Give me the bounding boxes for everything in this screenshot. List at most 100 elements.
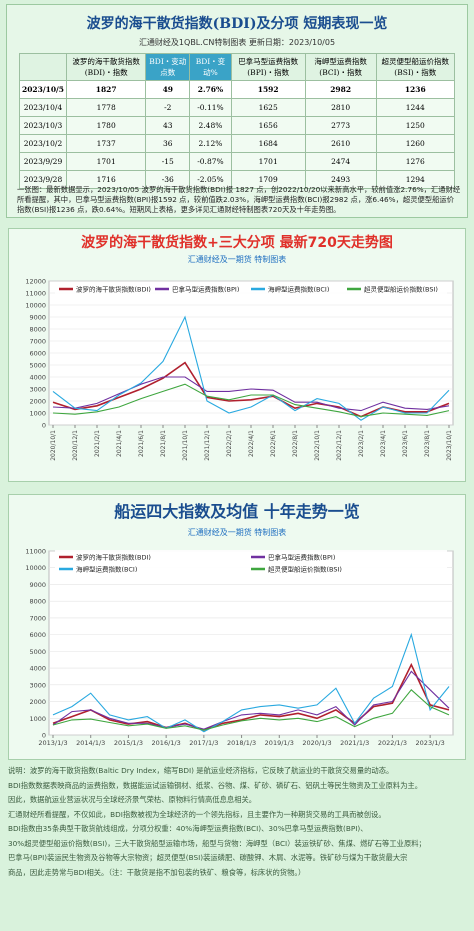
y-tick-label: 0: [42, 732, 46, 740]
series-line: [52, 670, 450, 730]
x-tick-label: 2021/2/1: [94, 430, 101, 457]
y-tick-label: 3000: [29, 386, 46, 394]
x-tick-label: 2018/1/3: [227, 739, 256, 747]
table-cell: 2474: [304, 152, 377, 171]
table-cell: 2.48%: [189, 116, 232, 135]
series-line: [52, 315, 450, 421]
x-tick-label: 2015/1/3: [114, 739, 143, 747]
table: 波罗的海干散货指数(BDI)・指数 BDI・变动点数 BDI・变动% 巴拿马型运费指数…: [18, 53, 456, 189]
y-tick-label: 3000: [29, 681, 46, 689]
y-tick-label: 7000: [29, 338, 46, 346]
table-cell: 2023/10/5: [18, 80, 68, 99]
x-tick-label: 2022/8/1: [292, 430, 299, 457]
x-tick-label: 2023/6/1: [402, 430, 409, 457]
table-cell: 1244: [375, 98, 456, 117]
table-cell: 1236: [375, 80, 456, 99]
table-cell: 1827: [66, 80, 147, 99]
table-row: 2023/9/28 1716 -36 -2.05% 1709 2493 1294: [18, 170, 456, 189]
table-cell: 2023/9/28: [18, 170, 68, 189]
x-tick-label: 2017/1/3: [189, 739, 218, 747]
table-row: 2023/10/5 1827 49 2.76% 1592 2982 1236: [18, 80, 456, 99]
x-tick-label: 2019/1/3: [265, 739, 294, 747]
note-line: 因此，数据航运业营运状况与全球经济景气荣枯、原物料行情高低息息相关。: [8, 795, 257, 804]
summary-panel: 波罗的海干散货指数(BDI)及分项 短期表现一览 汇通财经及1QBL.CN特制图…: [6, 4, 468, 218]
y-tick-label: 10000: [25, 302, 46, 310]
x-tick-label: 2022/6/1: [270, 430, 277, 457]
legend-label: 海岬型运费指数(BCI): [268, 285, 329, 294]
table-cell: 1778: [66, 98, 147, 117]
header-cell: 巴拿马型运费指数(BPI)・指数: [230, 53, 306, 81]
chart-title: 船运四大指数及均值 十年走势一览: [114, 502, 360, 521]
table-cell: 2493: [304, 170, 377, 189]
table-cell: 1260: [375, 134, 456, 153]
table-cell: 2773: [304, 116, 377, 135]
y-tick-label: 2000: [29, 398, 46, 406]
table-cell: 43: [145, 116, 191, 135]
subtitle: 汇通财经及1QBL.CN特制图表 更新日期：2023/10/05: [138, 38, 336, 47]
table-cell: 36: [145, 134, 191, 153]
x-tick-label: 2023/2/1: [358, 430, 365, 457]
table-row: 2023/10/3 1780 43 2.48% 1656 2773 1250: [18, 116, 456, 135]
y-tick-label: 11000: [25, 290, 46, 298]
x-tick-label: 2021/4/1: [116, 430, 123, 457]
x-tick-label: 2022/1/3: [378, 739, 407, 747]
y-tick-label: 10000: [25, 564, 46, 572]
table-cell: 1701: [230, 152, 306, 171]
table-cell: 2023/10/3: [18, 116, 68, 135]
x-tick-label: 2021/12/1: [204, 430, 211, 461]
x-tick-label: 2021/8/1: [160, 430, 167, 457]
x-tick-label: 2022/10/1: [314, 430, 321, 461]
note-line: BDI指数由35条典型干散货航线组成，分项分权重：40%海岬型运费指数(BCI)…: [8, 824, 368, 833]
x-tick-label: 2014/1/3: [76, 739, 105, 747]
table-cell: 2023/10/4: [18, 98, 68, 117]
table-cell: 2.76%: [189, 80, 232, 99]
y-tick-label: 0: [42, 422, 46, 430]
legend-label: 巴拿马型运费指数(BPI): [172, 285, 239, 294]
y-tick-label: 1000: [29, 715, 46, 723]
table-cell: 1294: [375, 170, 456, 189]
header-cell: BDI・变动%: [189, 53, 232, 81]
note-line: BDI指数数据表映商品的运费指数，数据能运试运输钢材、纸浆、谷物、煤、矿砂、磷矿…: [8, 780, 423, 790]
y-tick-label: 6000: [29, 631, 46, 639]
series-line: [52, 383, 450, 418]
table-cell: 1701: [66, 152, 147, 171]
header-cell: 波罗的海干散货指数(BDI)・指数: [66, 53, 147, 81]
chart-subtitle: 汇通财经及一期货 特制图表: [188, 254, 287, 264]
table-row: 2023/9/29 1701 -15 -0.87% 1701 2474 1276: [18, 152, 456, 171]
table-cell: -15: [145, 152, 191, 171]
header-cell: 超灵便型船运价指数(BSI)・指数: [375, 53, 456, 81]
table-cell: 2982: [304, 80, 377, 99]
chart-subtitle: 汇通财经及一期货 特制图表: [188, 527, 287, 537]
y-tick-label: 5000: [29, 362, 46, 370]
note-line: 巴拿马(BPI)装运民生物资及谷物等大宗物资；超灵便型(BSI)装运磷肥、碳酸钾…: [8, 853, 408, 862]
x-tick-label: 2020/10/1: [50, 430, 57, 461]
x-tick-label: 2020/12/1: [72, 430, 79, 461]
summary-text: 一张图：最新数据显示，2023/10/05 波罗的海干散货指数(BDI)报 18…: [17, 185, 461, 214]
x-tick-label: 2023/1/3: [416, 739, 445, 747]
table-cell: 1592: [230, 80, 306, 99]
table-cell: 49: [145, 80, 191, 99]
x-tick-label: 2013/1/3: [38, 739, 67, 747]
legend-label: 巴拿马型运费指数(BPI): [268, 553, 335, 562]
table-cell: 2810: [304, 98, 377, 117]
y-tick-label: 8000: [29, 598, 46, 606]
y-tick-label: 1000: [29, 410, 46, 418]
legend-label: 波罗的海干散货指数(BDI): [76, 553, 151, 562]
x-tick-label: 2021/10/1: [182, 430, 189, 461]
table-cell: 1625: [230, 98, 306, 117]
series-line: [52, 662, 450, 731]
x-tick-label: 2022/4/1: [248, 430, 255, 457]
plot-area: [48, 550, 454, 736]
note-line: 汇通财经所看提醒，不仅如此，BDI指数被视为全球经济的一个领先指标，且主要作为一…: [8, 809, 386, 819]
x-tick-label: 2023/4/1: [380, 430, 387, 457]
series-line: [52, 376, 450, 412]
table-cell: 2023/9/29: [18, 152, 68, 171]
series-line: [52, 689, 450, 731]
x-tick-label: 2023/10/1: [446, 430, 453, 461]
notes: 说明：波罗的海干散货指数(Baltic Dry Index，缩写BDI) 是航运…: [8, 764, 468, 880]
header-cell: BDI・变动点数: [145, 53, 191, 81]
note-line: 商品，因此走势常与BDI相关。（注：干散货是指不加包装的铁矿、粮食等，标床状的货…: [8, 867, 306, 877]
y-tick-label: 7000: [29, 614, 46, 622]
y-tick-label: 12000: [25, 278, 46, 286]
